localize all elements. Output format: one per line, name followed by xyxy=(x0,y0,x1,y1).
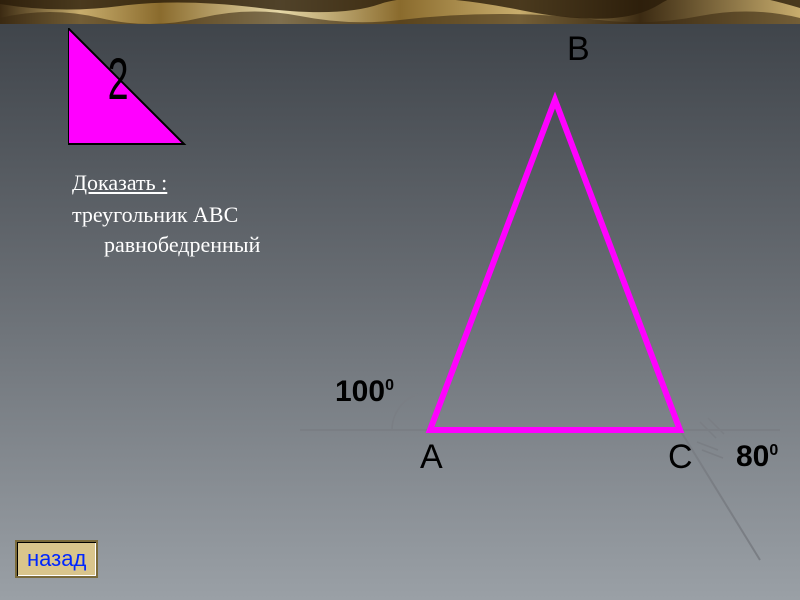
task-line-2: равнобедренный xyxy=(104,232,260,258)
angle-value: 100 xyxy=(335,375,385,408)
task-line-1: треугольник АВС xyxy=(72,202,238,228)
slide-stage: 2 Доказать : треугольник АВС равнобедрен… xyxy=(0,0,800,600)
task-title: Доказать : xyxy=(72,170,167,196)
vertex-label-a: А xyxy=(420,438,443,477)
angle-value: 80 xyxy=(736,440,769,473)
back-button[interactable]: назад xyxy=(15,540,98,578)
degree-mark: 0 xyxy=(769,442,778,459)
task-number: 2 xyxy=(108,46,129,113)
angle-label-100: 1000 xyxy=(335,375,394,409)
degree-mark: 0 xyxy=(385,377,394,394)
vertex-label-b: В xyxy=(567,30,590,69)
angle-label-80: 800 xyxy=(736,440,778,474)
vertex-label-c: С xyxy=(668,438,693,477)
top-ornament-strip xyxy=(0,0,800,24)
